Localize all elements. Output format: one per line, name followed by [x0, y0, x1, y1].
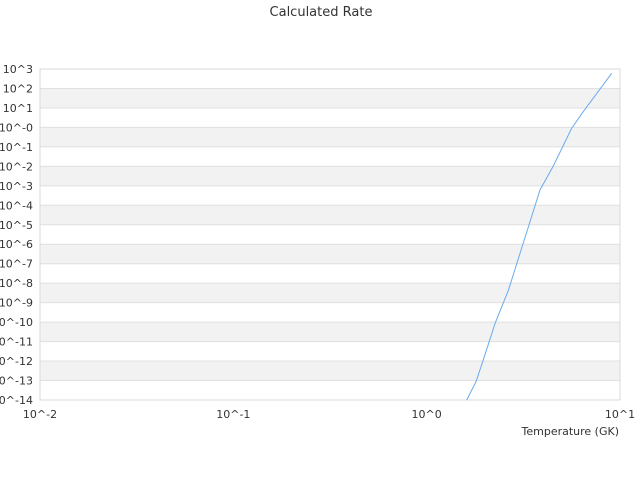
x-axis-label: Temperature (GK)	[521, 425, 620, 438]
y-tick-label: 10^2	[3, 82, 33, 95]
y-tick-label: 10^-0	[0, 121, 33, 134]
y-tick-label: 10^1	[3, 102, 33, 115]
plot-area-border	[39, 68, 621, 401]
y-tick-label: 10^-9	[0, 297, 33, 310]
y-tick-label: 10^-14	[0, 394, 33, 407]
y-tick-label: 10^-2	[0, 160, 33, 173]
grid-band	[40, 88, 620, 108]
grid-band	[40, 283, 620, 303]
x-tick-label: 10^-1	[216, 408, 250, 421]
grid-band	[40, 166, 620, 186]
y-tick-label: 10^-11	[0, 336, 33, 349]
y-tick-label: 10^-8	[0, 277, 33, 290]
series-line	[466, 73, 613, 401]
x-tick-label: 10^0	[412, 408, 442, 421]
y-tick-label: 10^-12	[0, 355, 33, 368]
y-tick-label: 10^-3	[0, 180, 33, 193]
grid-band	[40, 361, 620, 381]
x-tick-label: 10^-2	[23, 408, 57, 421]
x-tick-label: 10^1	[605, 408, 635, 421]
chart-title: Calculated Rate	[270, 5, 373, 20]
y-tick-label: 10^-7	[0, 258, 33, 271]
y-tick-label: 10^-13	[0, 375, 33, 388]
y-tick-label: 10^-4	[0, 199, 33, 212]
y-tick-label: 10^3	[3, 63, 33, 76]
grid-band	[40, 322, 620, 342]
grid-band	[40, 205, 620, 225]
y-tick-label: 10^-10	[0, 316, 33, 329]
y-tick-label: 10^-5	[0, 219, 33, 232]
y-tick-label: 10^-1	[0, 141, 33, 154]
grid-band	[40, 244, 620, 264]
y-tick-label: 10^-6	[0, 238, 33, 251]
grid-band	[40, 127, 620, 147]
